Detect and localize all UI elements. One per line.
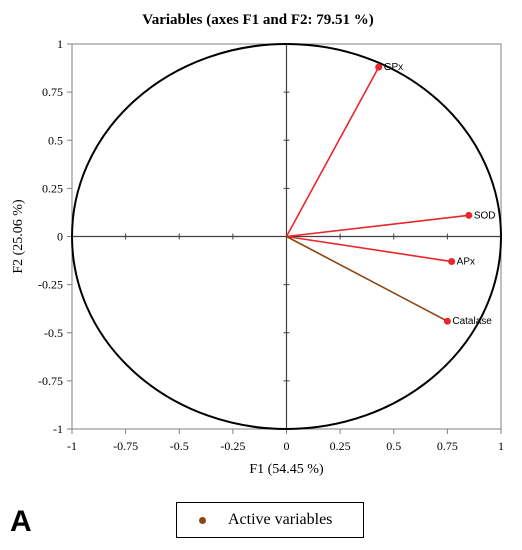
x-tick-label: 0: [284, 439, 290, 453]
y-tick-label: 0.75: [42, 85, 63, 99]
x-tick-label: -1: [67, 439, 77, 453]
y-tick-label: 1: [57, 37, 63, 51]
variable-point: [375, 63, 383, 71]
x-tick-label: -0.75: [113, 439, 138, 453]
x-tick-label: 0.75: [437, 439, 458, 453]
unit-circle: [71, 43, 502, 430]
variable-point: [443, 317, 451, 325]
variable-vector: [286, 214, 469, 238]
variable-label: Catalase: [452, 316, 492, 327]
x-tick-label: -0.5: [170, 439, 189, 453]
y-axis-title: F2 (25.06 %): [11, 199, 26, 274]
x-axis-title: F1 (54.45 %): [249, 462, 324, 477]
legend: Active variables: [176, 502, 364, 538]
y-tick-label: 0.25: [42, 181, 63, 195]
variable-label: SOD: [474, 210, 496, 221]
y-tick-label: -1: [53, 422, 63, 436]
variable-point: [465, 211, 473, 219]
variable-point: [448, 258, 456, 266]
variable-vector: [286, 235, 452, 263]
variable-label: GPx: [384, 62, 403, 73]
x-tick-label: 1: [498, 439, 504, 453]
x-tick-label: 0.25: [330, 439, 351, 453]
chart-title: Variables (axes F1 and F2: 79.51 %): [142, 12, 374, 28]
y-tick-label: -0.5: [44, 326, 63, 340]
x-tick-label: 0.5: [386, 439, 401, 453]
variable-vector: [285, 66, 380, 237]
legend-marker: [199, 516, 206, 524]
panel-label: A: [10, 505, 32, 538]
x-tick-label: -0.25: [220, 439, 245, 453]
variable-label: APx: [457, 257, 475, 268]
legend-label: Active variables: [228, 511, 333, 528]
y-tick-label: 0.5: [48, 133, 63, 147]
correlation-circle-chart: Variables (axes F1 and F2: 79.51 %) -1 -0…: [11, 12, 504, 477]
vectors-layer: GPx SOD APx Catalase: [285, 62, 496, 327]
y-tick-label: -0.75: [38, 374, 63, 388]
y-tick-label: -0.25: [38, 278, 63, 292]
y-tick-label: 0: [57, 230, 63, 244]
variable-vector: [286, 235, 448, 322]
ticks-layer: -1 -0.75 -0.5 -0.25 0 0.25 0.5 0.75 1 1 0.75 0.5 0.2…: [38, 37, 504, 453]
